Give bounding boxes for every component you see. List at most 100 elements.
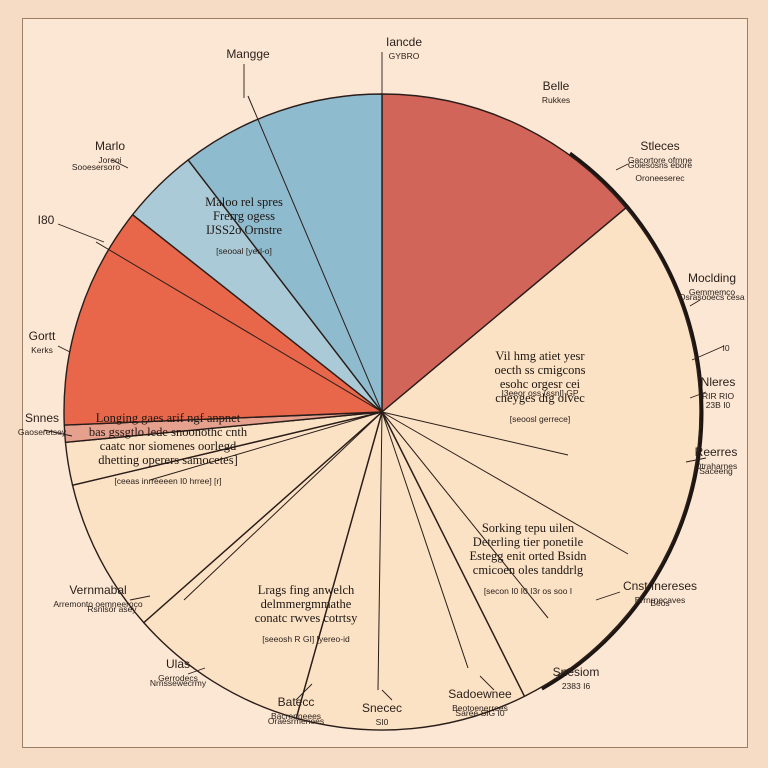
inner-label-line: Sorking tepu uilen bbox=[482, 521, 575, 535]
callout-sublabel: Gerrodecs bbox=[158, 673, 198, 683]
callout-sublabel: Beos bbox=[650, 598, 669, 608]
inner-label-line: Longing gaes arif ngf anpnet bbox=[96, 411, 241, 425]
callout-label: Snnes bbox=[25, 411, 59, 425]
divider-line bbox=[149, 411, 383, 481]
divider-line bbox=[247, 95, 383, 413]
inner-label-line: caatc nor siomenes oorlegd bbox=[100, 439, 237, 453]
inner-extra-note: I3eeor oss (ssnl] GP bbox=[501, 388, 578, 398]
divider-line bbox=[183, 411, 383, 601]
inner-label-line: cneyges dig olvec bbox=[495, 391, 585, 405]
callout-sublabel: Goiesosns ebore bbox=[628, 160, 693, 170]
leader-line bbox=[685, 457, 707, 463]
inner-label-line: delmmergmmathe bbox=[261, 597, 352, 611]
pie-slice bbox=[71, 411, 383, 624]
inner-label-line: IJSS2o Ornstre bbox=[206, 223, 282, 237]
pie-slice bbox=[381, 93, 627, 413]
callout-label: I80 bbox=[38, 213, 55, 227]
inner-label-note: [seooal [yerl-o] bbox=[216, 246, 272, 256]
inner-label-note: [seeosh R GI] [yereo-id bbox=[262, 634, 350, 644]
callout-label: Mangge bbox=[226, 47, 270, 61]
callouts: Iancde GYBRO Belle Rukkes Stleces Gacortore o… bbox=[18, 35, 745, 727]
pie-slices bbox=[63, 93, 701, 731]
inner-label-line: conatc rwves cotrtsy bbox=[255, 611, 358, 625]
divider-line bbox=[381, 411, 549, 619]
callout-sublabel: 23B I0 bbox=[706, 400, 731, 410]
leader-line bbox=[691, 345, 725, 361]
inner-label-line: Lrags fing anwelch bbox=[258, 583, 355, 597]
callout-label: Nleres bbox=[701, 375, 736, 389]
callout-label: Ulas bbox=[166, 657, 190, 671]
leader-line bbox=[615, 163, 629, 171]
callout-sublabel: 2383 I6 bbox=[562, 681, 591, 691]
leader-line bbox=[57, 223, 105, 243]
leader-line bbox=[689, 391, 707, 399]
leader-line bbox=[111, 159, 129, 169]
callout-sublabel: Otraharnes bbox=[695, 461, 738, 471]
inner-label-line: dhetting operers samocetes] bbox=[98, 453, 238, 467]
callout-sublabel: Rsnlsor asey bbox=[87, 604, 137, 614]
callout-label: Stleces bbox=[640, 139, 679, 153]
callout-sublabel: Gaoseretsey bbox=[18, 427, 67, 437]
leader-line bbox=[57, 345, 71, 353]
leader-line bbox=[689, 299, 701, 307]
callout-sublabel: Arremonto oemneeroco bbox=[53, 599, 143, 609]
callout-sublabel: Saceeng bbox=[699, 466, 733, 476]
callout-sublabel: Saree SIG I0 bbox=[455, 708, 504, 718]
callout-label: Reerres bbox=[695, 445, 738, 459]
pie-slice bbox=[63, 214, 383, 426]
inner-label-line: Estegg enit orted Bsidn bbox=[470, 549, 588, 563]
callout-label: Moclding bbox=[688, 271, 736, 285]
callout-label: Batecc bbox=[278, 695, 315, 709]
inner-label-line: bas gssgtlo lede snoonothc cnth bbox=[89, 425, 248, 439]
callout-sublabel: Nrnssewecrmy bbox=[150, 678, 207, 688]
divider-line bbox=[381, 411, 569, 456]
callout-label: Vernmabal bbox=[69, 583, 126, 597]
pie-slice bbox=[381, 207, 701, 698]
callout-sublabel: Beotoenerrees bbox=[452, 703, 508, 713]
inner-label-line: cmicoen oles tanddrlg bbox=[473, 563, 584, 577]
callout-label: Marlo bbox=[95, 139, 125, 153]
inner-label-note: [secon I0 I0 I3r os soo I bbox=[484, 586, 572, 596]
callout-sublabel: Rukkes bbox=[542, 95, 570, 105]
callout-sublabel: Kerks bbox=[31, 345, 53, 355]
callout-sublabel: GYBRO bbox=[389, 51, 420, 61]
leader-line bbox=[43, 429, 73, 437]
leader-line bbox=[555, 667, 571, 677]
divider-line bbox=[381, 411, 629, 555]
leader-line bbox=[129, 595, 151, 601]
leader-line bbox=[381, 689, 393, 701]
callout-sublabel: Sooesersoro bbox=[72, 162, 120, 172]
callout-sublabel: Bacrenneees bbox=[271, 711, 321, 721]
callout-label: Sadoewnee bbox=[448, 687, 512, 701]
callout-sublabel: Gacortore ofrnne bbox=[628, 155, 693, 165]
rim-accent bbox=[541, 151, 704, 691]
divider-line bbox=[95, 241, 383, 413]
inner-label-line: Maloo rel spres bbox=[205, 195, 283, 209]
leader-line bbox=[479, 675, 495, 691]
callout-sublabel: Oroneeserec bbox=[635, 173, 685, 183]
divider-line bbox=[377, 411, 383, 691]
pie-slice bbox=[295, 411, 526, 731]
inner-label-note: [seoosl gerrece] bbox=[510, 414, 570, 424]
callout-sublabel: Oraesrmenees bbox=[268, 716, 324, 726]
callout-label: Iancde bbox=[386, 35, 422, 49]
callout-sublabel: SI0 bbox=[376, 717, 389, 727]
callout-label: Belle bbox=[543, 79, 570, 93]
callout-sublabel: Gemmemco bbox=[689, 287, 736, 297]
inner-label-line: Frerrg ogess bbox=[213, 209, 275, 223]
inner-label-line: oecth ss cmigcons bbox=[495, 363, 586, 377]
callout-label: Cnst fnereses bbox=[623, 579, 697, 593]
pie-slice bbox=[187, 93, 383, 413]
leader-line bbox=[595, 591, 621, 601]
leader-line bbox=[295, 683, 313, 701]
callout-label: Snesiom bbox=[553, 665, 600, 679]
leader-line bbox=[187, 667, 206, 675]
callout-label: Gortt bbox=[29, 329, 56, 343]
callout-sublabel: I0 bbox=[722, 343, 729, 353]
callout-sublabel: Dsrasooecs cesa bbox=[679, 292, 744, 302]
pie-slice bbox=[143, 411, 383, 719]
